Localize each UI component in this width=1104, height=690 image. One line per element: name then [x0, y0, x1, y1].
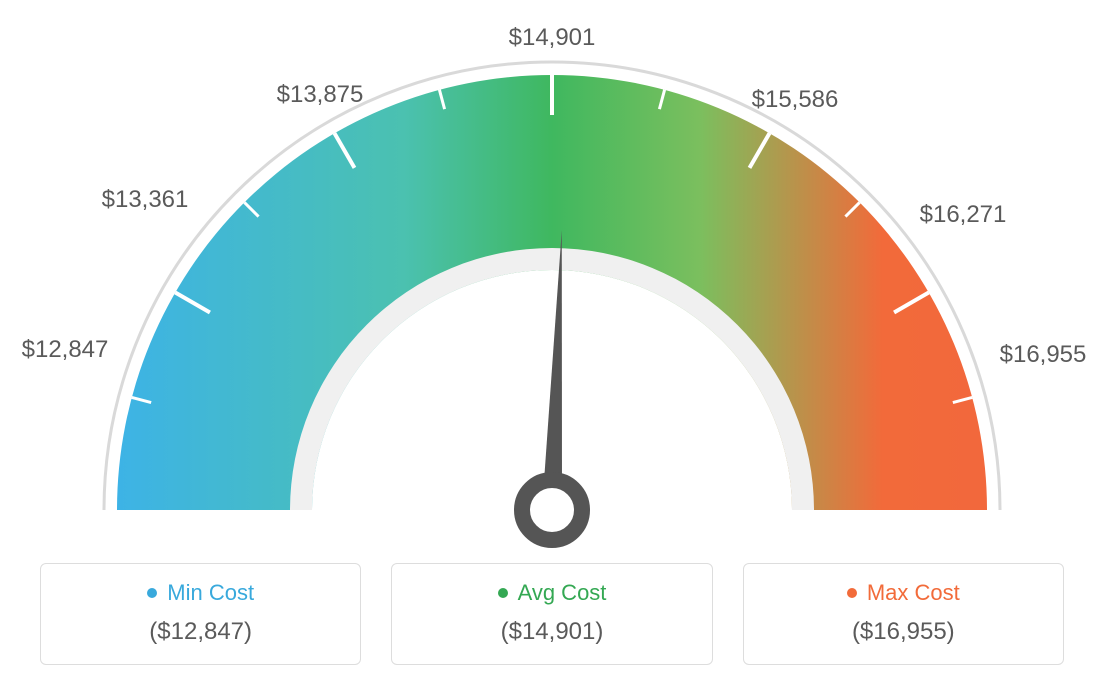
legend-row: Min Cost ($12,847) Avg Cost ($14,901) Max Co…: [0, 563, 1104, 665]
legend-dot-icon: [498, 588, 508, 598]
gauge-tick-label: $13,361: [102, 186, 189, 214]
legend-dot-icon: [847, 588, 857, 598]
legend-title-text: Avg Cost: [518, 580, 607, 606]
legend-card-min: Min Cost ($12,847): [40, 563, 361, 665]
legend-card-avg: Avg Cost ($14,901): [391, 563, 712, 665]
legend-dot-icon: [147, 588, 157, 598]
legend-title-text: Min Cost: [167, 580, 254, 606]
legend-value-min: ($12,847): [51, 618, 350, 646]
gauge-tick-label: $12,847: [22, 336, 109, 364]
legend-title-avg: Avg Cost: [498, 580, 607, 606]
gauge-svg: [0, 0, 1104, 555]
legend-title-max: Max Cost: [847, 580, 960, 606]
gauge-tick-label: $14,901: [509, 24, 596, 52]
legend-value-avg: ($14,901): [402, 618, 701, 646]
legend-title-min: Min Cost: [147, 580, 254, 606]
gauge-tick-label: $13,875: [277, 81, 364, 109]
legend-value-max: ($16,955): [754, 618, 1053, 646]
gauge-tick-label: $16,271: [920, 201, 1007, 229]
gauge-chart: $12,847 $13,361 $13,875 $14,901 $15,586 $16,2…: [0, 0, 1104, 555]
gauge-tick-label: $15,586: [752, 86, 839, 114]
legend-card-max: Max Cost ($16,955): [743, 563, 1064, 665]
gauge-tick-label: $16,955: [1000, 341, 1087, 369]
legend-title-text: Max Cost: [867, 580, 960, 606]
